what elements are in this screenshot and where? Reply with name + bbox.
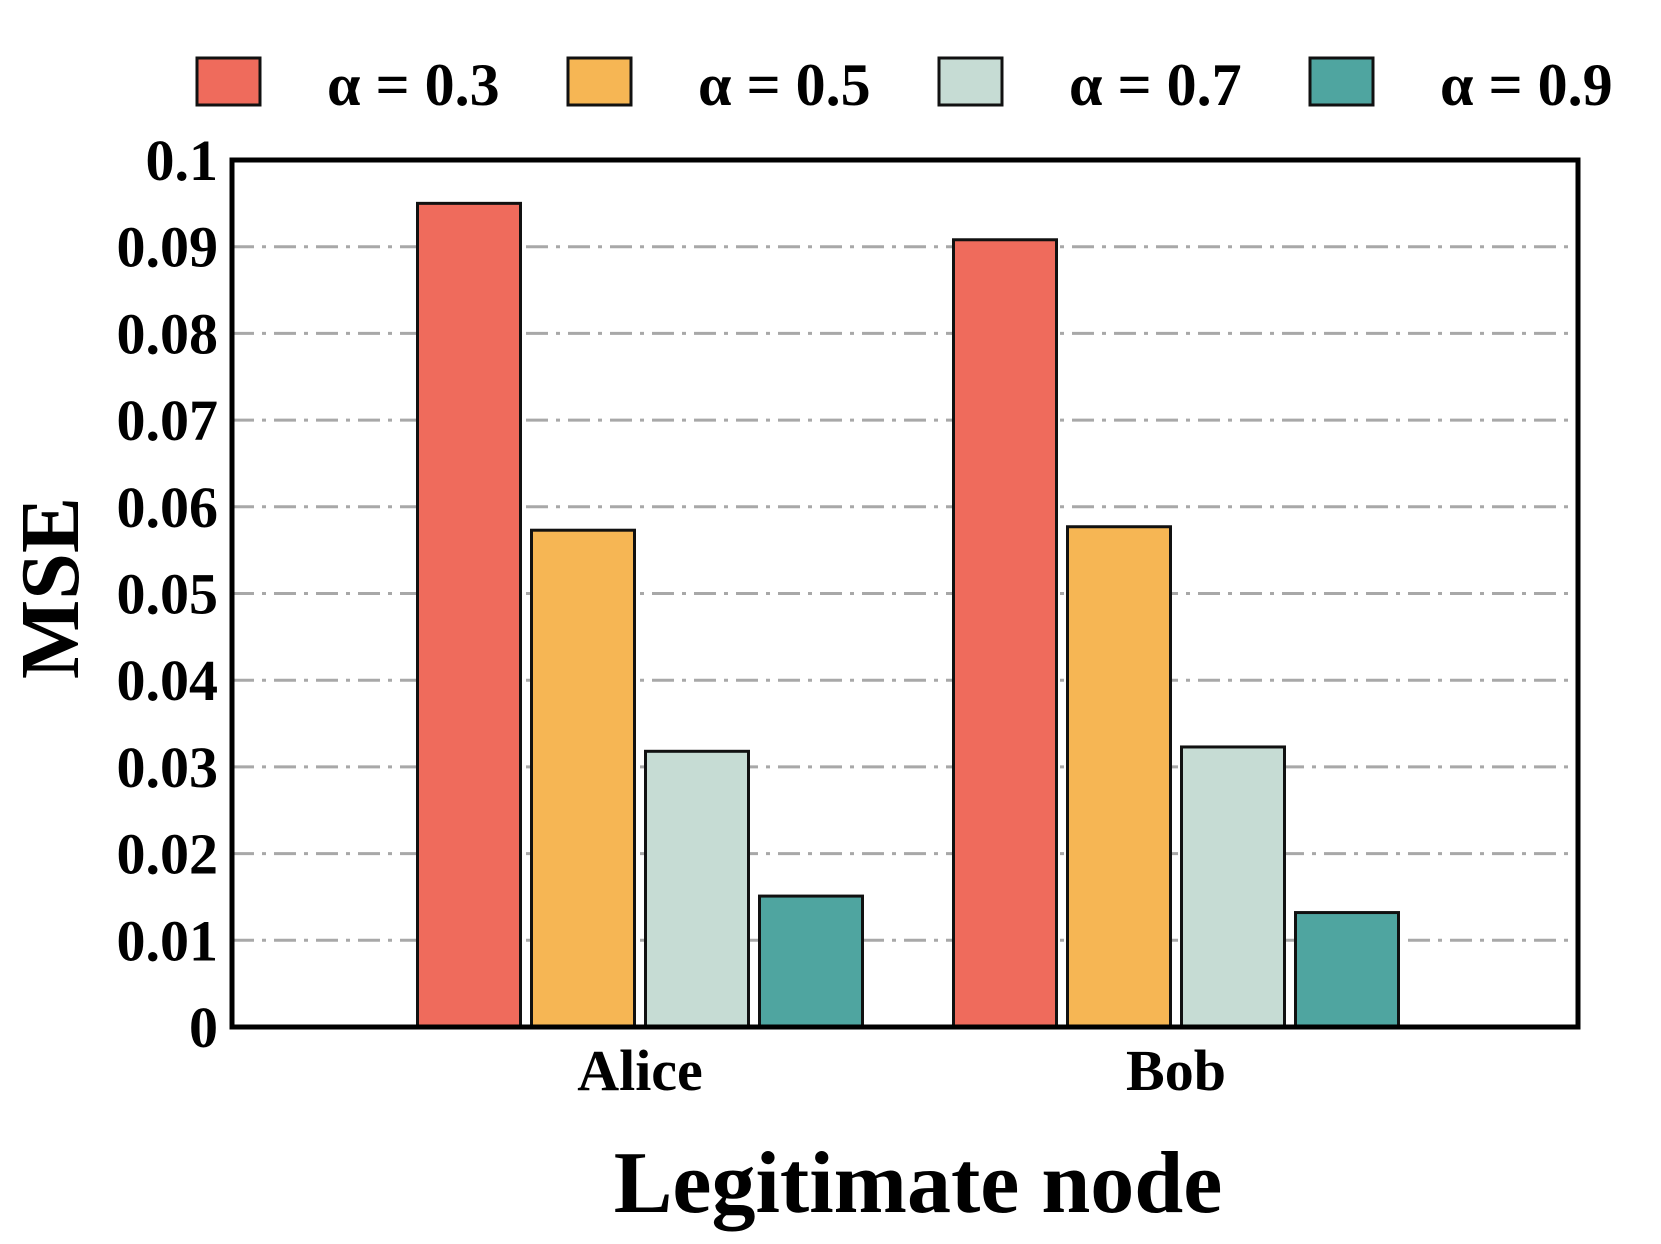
- y-tick-label: 0.1: [146, 128, 219, 193]
- x-category-label: Alice: [577, 1038, 703, 1103]
- y-axis-title: MSE: [4, 497, 97, 679]
- y-tick-label: 0.09: [117, 215, 219, 280]
- y-tick-label: 0.06: [117, 475, 219, 540]
- legend-label: α = 0.3: [327, 52, 500, 118]
- bar-alice-series-4: [758, 894, 864, 1029]
- y-tick-label: 0.08: [117, 301, 219, 366]
- bar-bob-series-2: [1066, 525, 1172, 1029]
- y-tick-label: 0.07: [117, 388, 219, 453]
- y-tick-label: 0.05: [117, 562, 219, 627]
- bar-bob-series-4: [1294, 911, 1400, 1029]
- bar-bob-series-3: [1180, 745, 1286, 1029]
- legend-label: α = 0.9: [1440, 52, 1613, 118]
- y-tick-label: 0: [189, 995, 218, 1060]
- legend-swatch: [566, 56, 633, 107]
- bar-alice-series-3: [644, 749, 750, 1029]
- legend: α = 0.3 α = 0.5 α = 0.7 α = 0.9: [195, 52, 1613, 118]
- bar-alice-series-1: [416, 201, 522, 1029]
- legend-label: α = 0.5: [698, 52, 871, 118]
- legend-swatch: [1308, 56, 1375, 107]
- y-tick-label: 0.03: [117, 735, 219, 800]
- y-tick-labels: 0 0.01 0.02 0.03 0.04 0.05 0.06 0.07 0.08 0.09 0.1: [117, 128, 219, 1060]
- plot-frame: [229, 157, 1581, 1030]
- bar-alice-series-2: [530, 528, 636, 1029]
- x-axis-title: Legitimate node: [614, 1135, 1223, 1232]
- legend-swatch: [937, 56, 1004, 107]
- y-tick-label: 0.04: [117, 648, 219, 713]
- x-category-label: Bob: [1126, 1038, 1226, 1103]
- bar-bob-series-1: [952, 238, 1058, 1029]
- legend-swatch: [195, 56, 262, 107]
- y-tick-label: 0.02: [117, 822, 219, 887]
- bars: [416, 201, 1400, 1029]
- y-tick-label: 0.01: [117, 908, 219, 973]
- legend-label: α = 0.7: [1069, 52, 1242, 118]
- x-category-labels: Alice Bob: [577, 1038, 1226, 1103]
